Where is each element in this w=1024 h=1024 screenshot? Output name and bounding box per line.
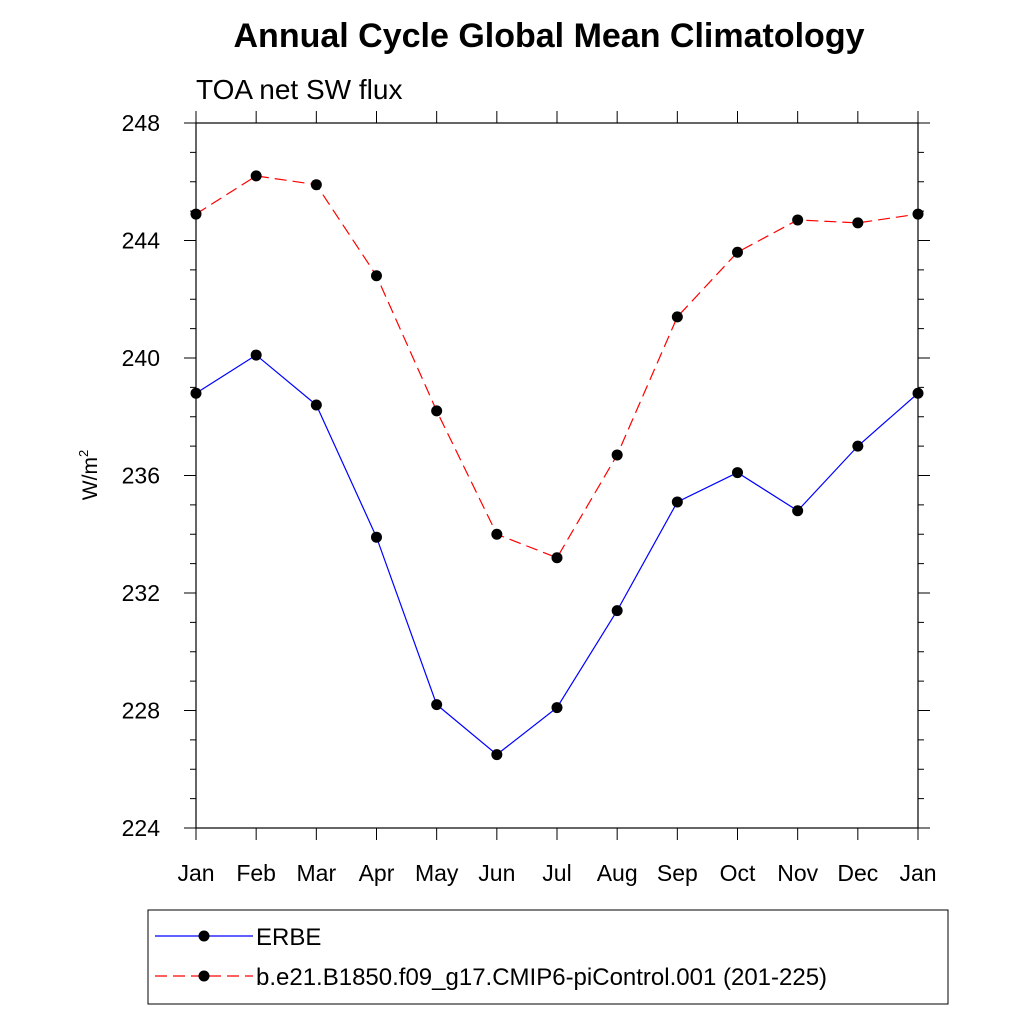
y-tick-label: 224 <box>122 815 161 841</box>
y-axis-label: W/m2 <box>76 450 102 500</box>
x-tick-label: Jan <box>177 860 214 886</box>
chart-title: Annual Cycle Global Mean Climatology <box>234 17 865 55</box>
data-point-model <box>190 208 202 220</box>
y-tick-label: 232 <box>122 580 160 606</box>
legend-erbe-marker <box>198 930 210 942</box>
data-point-model <box>611 449 623 461</box>
x-tick-label: Jun <box>478 860 515 886</box>
y-tick-label: 244 <box>122 228 161 254</box>
y-tick-label: 248 <box>122 110 160 136</box>
plot-frame <box>195 122 919 829</box>
data-point-erbe <box>491 749 503 761</box>
series-layer <box>190 170 924 761</box>
data-point-erbe <box>310 399 322 411</box>
x-tick-label: Apr <box>359 860 395 886</box>
x-tick-label: Feb <box>236 860 276 886</box>
data-point-model <box>912 208 924 220</box>
x-tick-label: May <box>415 860 459 886</box>
x-tick-label: Aug <box>597 860 638 886</box>
data-point-model <box>551 552 563 564</box>
legend-erbe-label: ERBE <box>256 924 321 951</box>
series-line-model <box>195 175 919 559</box>
data-point-erbe <box>792 505 804 517</box>
legend-box <box>147 909 949 1005</box>
y-tick-label: 228 <box>122 698 160 724</box>
data-point-model <box>852 217 864 229</box>
x-tick-label: Jan <box>899 860 936 886</box>
data-point-erbe <box>371 531 382 543</box>
y-axis-label-unit: W/m <box>79 457 102 500</box>
x-tick-label: Dec <box>837 860 878 886</box>
data-point-erbe <box>732 467 743 479</box>
data-point-model <box>250 170 262 182</box>
data-point-model <box>792 214 804 226</box>
x-tick-label: Oct <box>720 860 756 886</box>
data-point-erbe <box>250 349 262 361</box>
y-axis-label-exponent: 2 <box>76 450 91 457</box>
data-point-erbe <box>190 387 202 399</box>
data-point-erbe <box>611 605 623 617</box>
data-point-erbe <box>852 440 864 452</box>
legend-model-label: b.e21.B1850.f09_g17.CMIP6-piControl.001 … <box>256 964 827 991</box>
y-axis: 224 228 232 236 240 244 248 <box>122 110 930 841</box>
data-point-model <box>732 246 743 258</box>
data-point-erbe <box>551 702 563 714</box>
x-tick-label: Nov <box>777 860 818 886</box>
x-tick-label: Mar <box>297 860 337 886</box>
data-point-erbe <box>431 699 443 711</box>
data-point-erbe <box>671 496 683 508</box>
x-tick-label: Sep <box>657 860 698 886</box>
legend-model-marker <box>198 970 210 982</box>
data-point-model <box>310 179 322 191</box>
data-point-model <box>671 311 683 323</box>
legend: ERBE b.e21.B1850.f09_g17.CMIP6-piControl… <box>147 909 949 1005</box>
chart-subtitle: TOA net SW flux <box>196 74 402 105</box>
data-point-model <box>431 405 443 417</box>
data-point-model <box>491 528 503 540</box>
data-point-erbe <box>912 387 924 399</box>
data-point-model <box>371 270 382 282</box>
y-tick-label: 236 <box>122 463 160 489</box>
x-tick-label: Jul <box>542 860 571 886</box>
x-axis: Jan Feb Mar Apr May Jun Jul Aug Sep Oct Nov Dec Jan <box>177 111 937 886</box>
y-tick-label: 240 <box>122 345 160 371</box>
